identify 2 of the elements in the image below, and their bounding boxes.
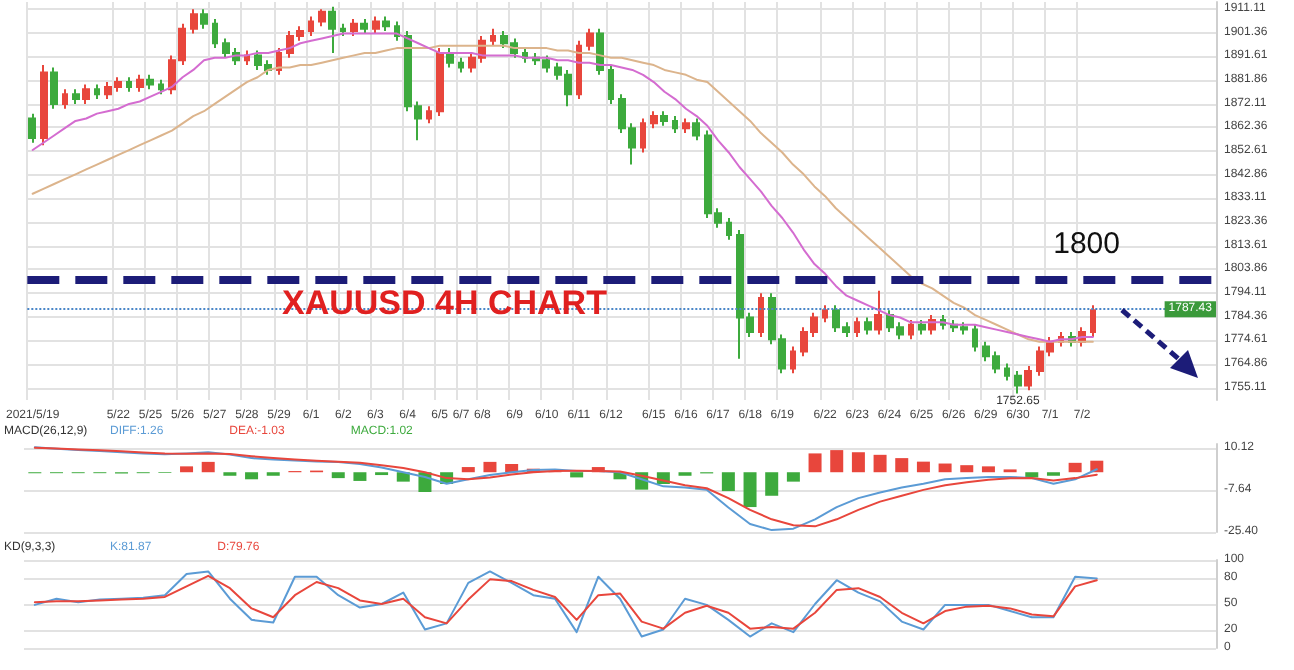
ref-line-label: 1800 — [1053, 226, 1120, 261]
text: XAUUSD 4H CHART — [282, 284, 609, 322]
